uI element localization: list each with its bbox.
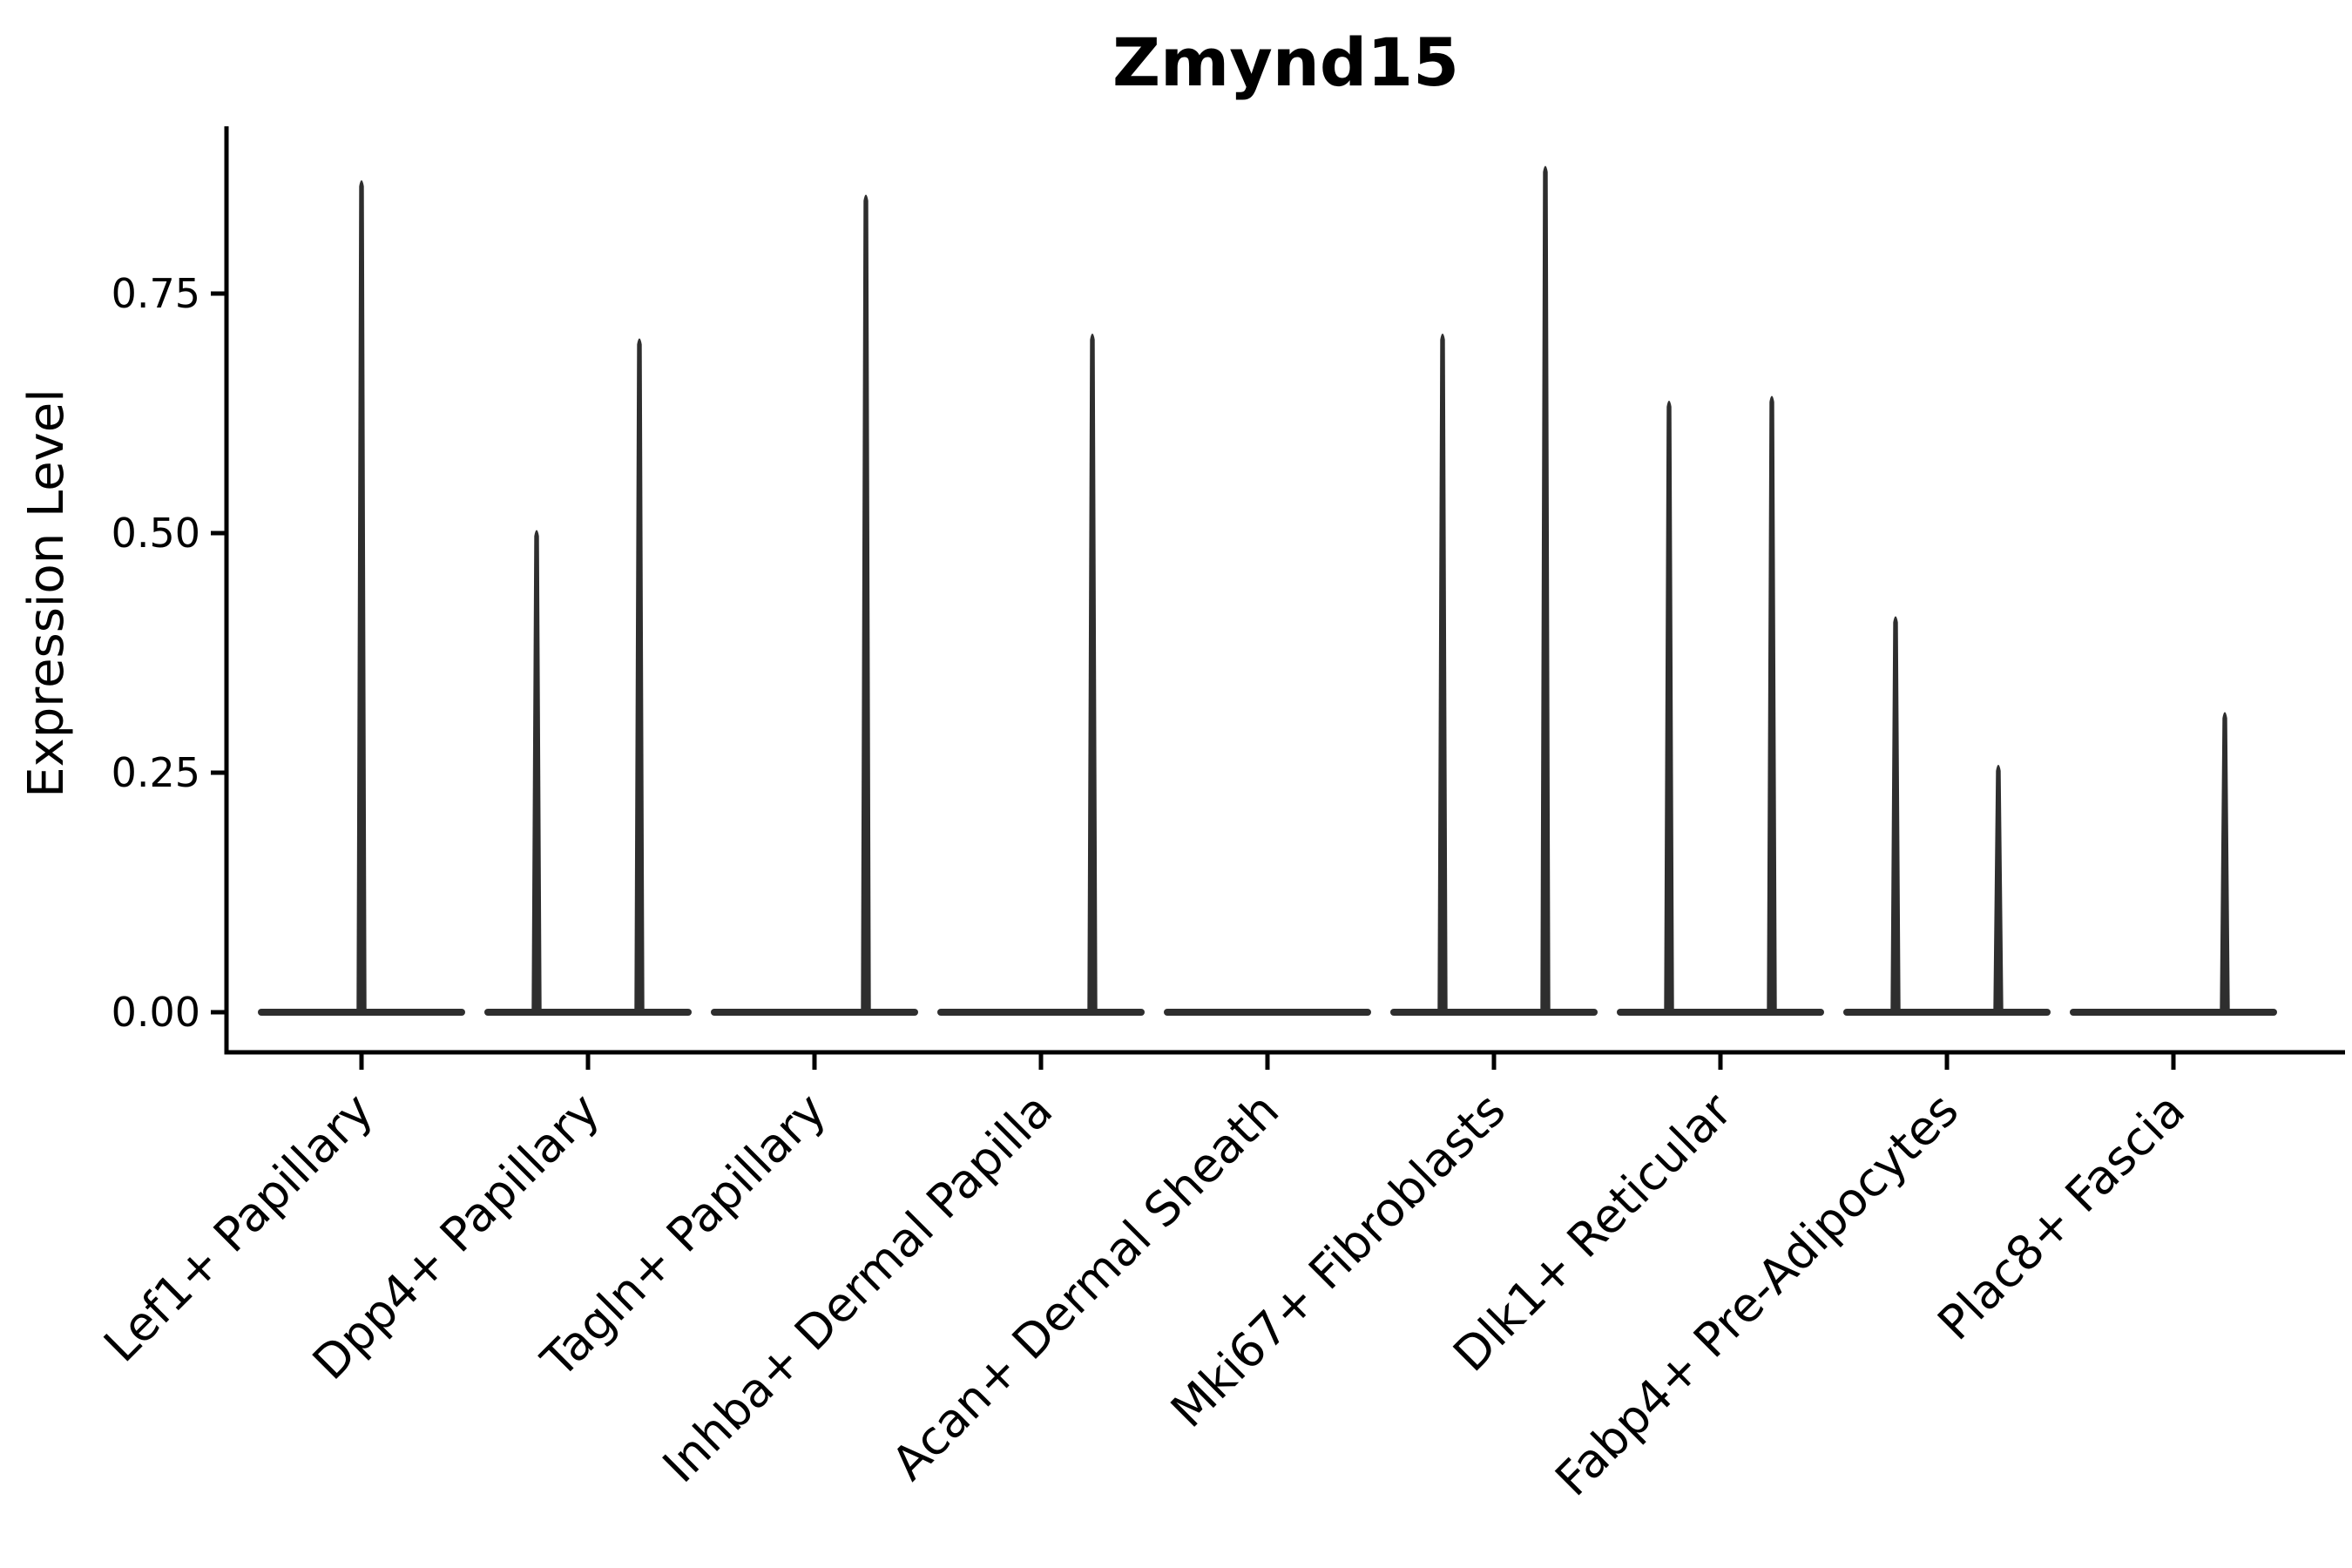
violin — [711, 194, 918, 1016]
x-tick-label: Inhba+ Dermal Papilla — [652, 1083, 1063, 1493]
y-axis: 0.00 0.25 0.50 0.75 — [112, 270, 226, 1036]
axis-spine — [224, 126, 2345, 1055]
violin-spike — [634, 338, 645, 1011]
plot-title: Zmynd15 — [1112, 24, 1459, 101]
violin-spike — [1540, 166, 1551, 1011]
violin-spike — [356, 180, 367, 1011]
violin — [484, 338, 692, 1016]
y-axis-title: Expression Level — [18, 389, 75, 798]
violin-spike — [1437, 334, 1448, 1011]
violin-spike — [1890, 616, 1901, 1011]
violin-spike — [1993, 765, 2004, 1011]
violin-spike — [531, 530, 542, 1011]
y-tick-label: 0.50 — [112, 510, 200, 557]
violin — [937, 334, 1145, 1016]
violin — [1390, 166, 1598, 1016]
x-tick-label: Acan+ Dermal Sheath — [882, 1083, 1289, 1490]
violin — [258, 180, 465, 1016]
axis-spines — [224, 126, 2345, 1055]
violin — [1843, 616, 2051, 1016]
y-tick-label: 0.75 — [112, 270, 200, 317]
violin-spike — [1767, 395, 1777, 1011]
y-tick-label: 0.25 — [112, 749, 200, 796]
violin — [1617, 395, 1824, 1016]
y-tick-label: 0.00 — [112, 989, 200, 1036]
violin-spike — [1664, 401, 1674, 1011]
violin-spike — [2220, 712, 2230, 1011]
x-tick-label: Fabp4+ Pre-Adipocytes — [1544, 1083, 1969, 1507]
violins-layer — [258, 166, 2277, 1016]
violin — [2070, 712, 2277, 1016]
violin-spike — [861, 194, 871, 1011]
x-tick-label: Plac8+ Fascia — [1927, 1083, 2195, 1351]
violin-spike — [1087, 334, 1098, 1011]
